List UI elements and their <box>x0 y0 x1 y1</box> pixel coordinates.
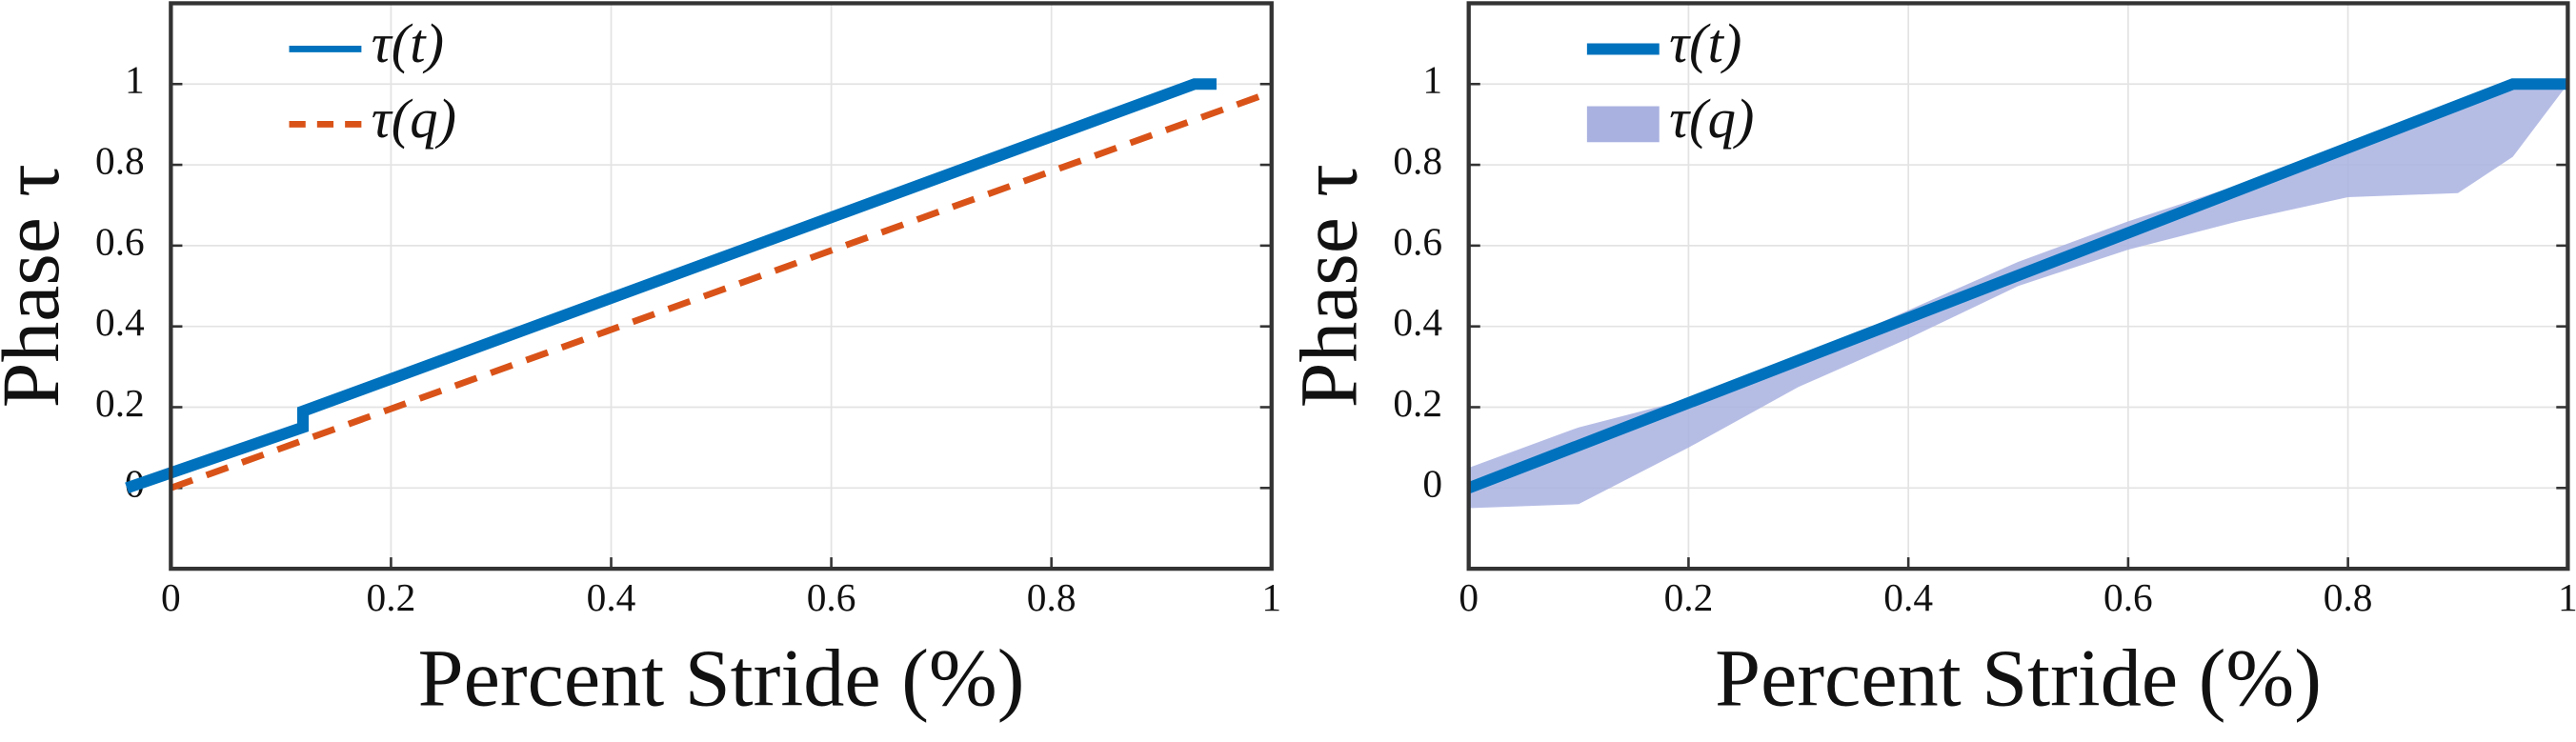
y-tick-label: 0 <box>1422 462 1442 506</box>
x-tick-label: 0.2 <box>367 575 416 619</box>
line-series <box>1466 78 2568 493</box>
x-tick-label: 0.6 <box>2103 575 2153 619</box>
y-tick-label: 0.6 <box>95 219 145 263</box>
y-axis-label: Phase τ <box>0 164 76 408</box>
y-tick-label: 0.4 <box>1393 300 1442 344</box>
band-area <box>1468 84 2568 509</box>
axes-box <box>169 1 1274 572</box>
x-tick-label: 0 <box>1459 575 1479 619</box>
legend-swatch <box>1586 106 1660 143</box>
y-tick-label: 0.8 <box>1393 139 1442 183</box>
y-tick-label: 0.2 <box>1393 381 1442 425</box>
x-tick-label: 0.6 <box>807 575 856 619</box>
line-series <box>125 78 1217 493</box>
y-tick-label: 1 <box>1422 58 1442 102</box>
x-axis-label: Percent Stride (%) <box>418 632 1025 724</box>
legend-label: τ(q) <box>1669 88 1754 150</box>
y-axis-label: Phase τ <box>1282 164 1374 408</box>
x-tick-label: 0.4 <box>587 575 636 619</box>
chart-panel: 00.20.40.60.810 0.2 0.4 0.6 0.8 1τ(t)τ(q)Perc… <box>0 1 1281 724</box>
x-axis-label: Percent Stride (%) <box>1715 632 2322 724</box>
legend-label: τ(q) <box>372 88 456 150</box>
legend-label: τ(t) <box>1669 12 1741 74</box>
y-tick-label: 0.8 <box>95 139 145 183</box>
x-tick-label: 0 <box>161 575 181 619</box>
axes-box <box>1466 1 2570 572</box>
y-tick-label: 1 <box>125 58 145 102</box>
y-tick-label: 0.4 <box>95 300 145 344</box>
chart-panel: 0 0.2 0.4 0.6 0.8 1 0 0.2 0.4 0.6 0.8 1 τ(t) τ(q) Perc… <box>1282 1 2576 724</box>
x-tick-label: 0.8 <box>1027 575 1077 619</box>
y-tick-label: 0.6 <box>1393 219 1442 263</box>
legend-label: τ(t) <box>372 12 444 74</box>
y-tick-label: 0.2 <box>95 381 145 425</box>
x-tick-label: 0.8 <box>2324 575 2373 619</box>
line-series <box>170 89 1273 491</box>
x-tick-label: 0.4 <box>1883 575 1933 619</box>
x-tick-label: 1 <box>1261 575 1281 619</box>
x-tick-label: 0.2 <box>1664 575 1714 619</box>
x-tick-label: 1 <box>2558 575 2576 619</box>
